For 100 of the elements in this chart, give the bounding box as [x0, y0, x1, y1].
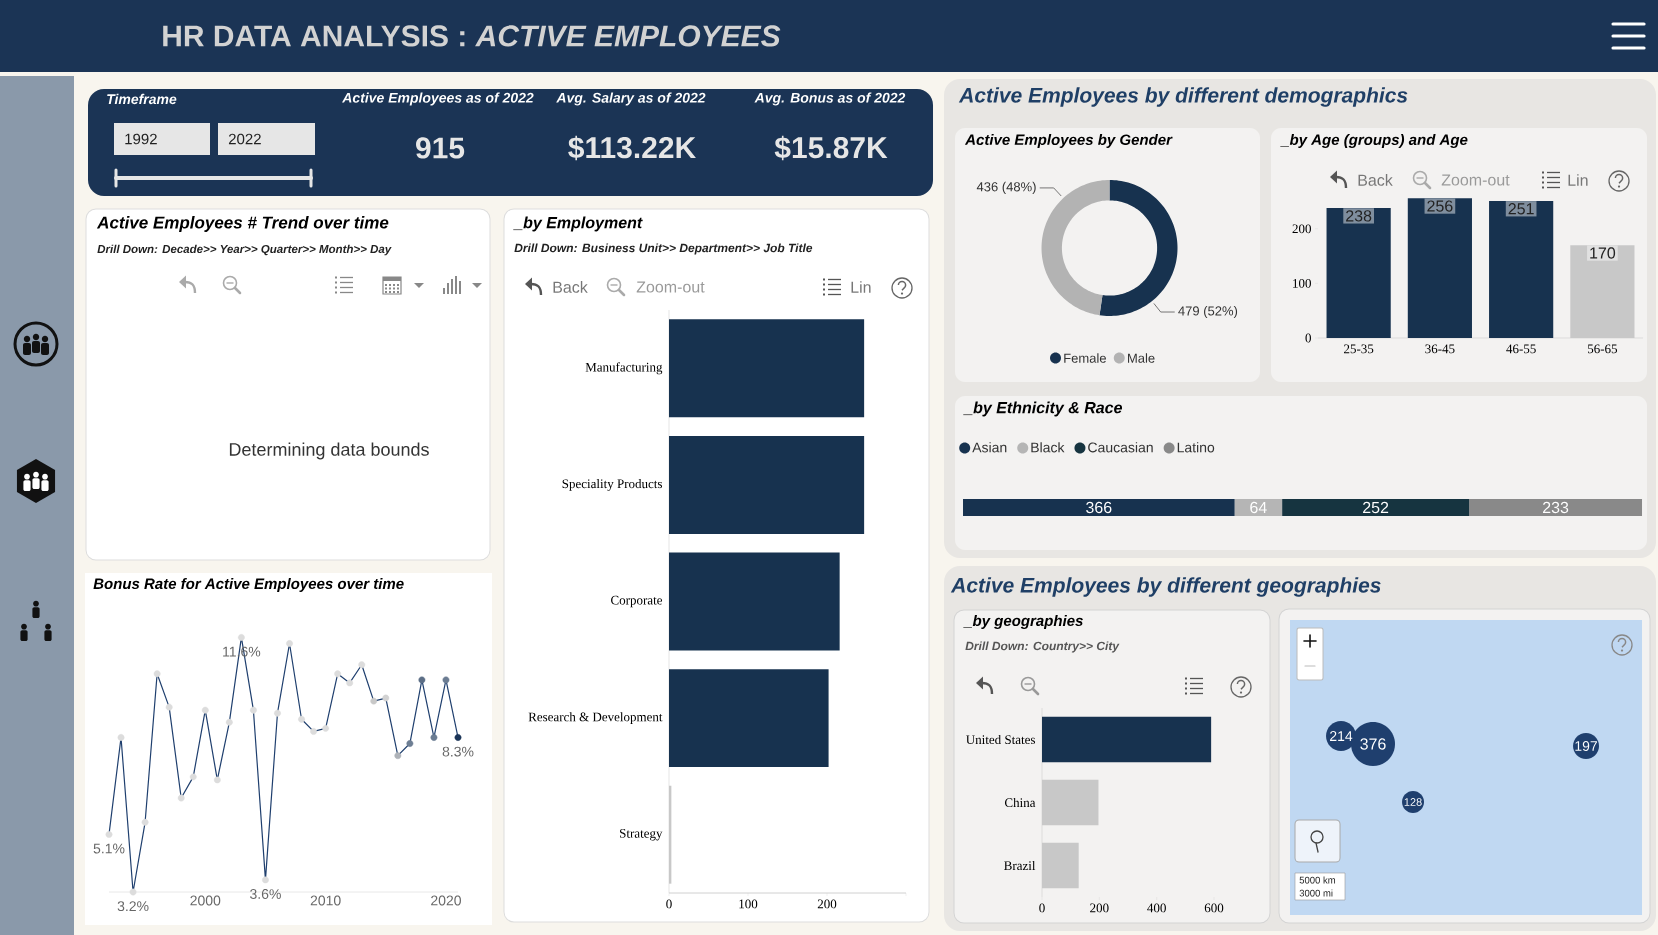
- data-label: 8.3%: [442, 746, 474, 757]
- bar: [1282, 498, 1470, 517]
- data-label: 170: [1590, 247, 1616, 259]
- bar: [1407, 198, 1472, 338]
- chart-title: _by Employment: [513, 216, 643, 232]
- bar: [1469, 498, 1643, 517]
- point: [213, 776, 221, 784]
- bar: [1042, 716, 1212, 763]
- data-label: 64: [1250, 501, 1267, 514]
- text: Active Employees # Trend over time: [96, 216, 389, 232]
- y-tick-label: 0: [1305, 333, 1311, 343]
- legend-label: Caucasian: [1088, 442, 1153, 453]
- point: [382, 694, 390, 702]
- text: Avg. Salary as of 2022: [556, 92, 706, 106]
- legend-label: Latino: [1177, 442, 1215, 453]
- point: [442, 676, 450, 684]
- point: [310, 727, 317, 735]
- text: Avg. Bonus as of 2022: [754, 92, 906, 106]
- x-tick-label: 36-45: [1425, 344, 1455, 354]
- point: [201, 706, 209, 714]
- x-tick-label: 56-65: [1587, 344, 1618, 354]
- point: [418, 676, 426, 684]
- y-tick-label: Corporate: [611, 595, 663, 608]
- y-tick-label: China: [1004, 797, 1036, 808]
- point: [322, 724, 330, 732]
- point: [430, 734, 438, 741]
- point: [334, 670, 342, 678]
- text: 197: [1575, 741, 1597, 751]
- y-tick-label: 100: [1293, 279, 1311, 288]
- bar: [1042, 842, 1079, 889]
- bar: [1234, 498, 1283, 517]
- bar: [1489, 200, 1554, 338]
- text: Active Employees by different demographics: [958, 87, 1408, 107]
- data-label: 3.6%: [250, 889, 281, 899]
- text: 2022: [228, 133, 261, 145]
- text: 5000 km: [1299, 876, 1336, 884]
- chart-title: _by Ethnicity & Race: [963, 401, 1123, 417]
- point: [105, 831, 113, 838]
- x-tick-label: 400: [1147, 903, 1166, 913]
- text: 128: [1404, 798, 1422, 806]
- data-label: 238: [1346, 210, 1372, 222]
- chart-subtitle: Drill Down: Country>> City: [965, 641, 1120, 653]
- x-tick-label: 200: [1090, 903, 1109, 913]
- text: 214: [1330, 731, 1353, 741]
- text: Zoom-out: [1441, 174, 1510, 186]
- point: [237, 634, 245, 641]
- text: Drill Down: Decade>> Year>> Quarter>> Month>> Day: [97, 244, 392, 256]
- point: [406, 740, 414, 747]
- text: Active Employees by different geographies: [950, 577, 1381, 597]
- x-tick-label: 25-35: [1344, 344, 1374, 354]
- legend-label: Female: [1064, 353, 1106, 363]
- legend-label: Asian: [972, 442, 1007, 453]
- legend-label: Black: [1031, 442, 1065, 453]
- text: Zoom-out: [636, 281, 705, 293]
- point: [286, 640, 293, 647]
- data-label: 256: [1427, 200, 1453, 212]
- text: 3000 mi: [1299, 889, 1333, 897]
- point: [454, 734, 462, 741]
- point: [177, 794, 185, 802]
- text: Active Employees as of 2022: [342, 92, 534, 106]
- text: Determining data bounds: [229, 442, 429, 460]
- text: Back: [553, 281, 588, 293]
- chart-title: _by geographies: [963, 615, 1083, 629]
- x-tick-label: 100: [739, 899, 758, 909]
- bar: [963, 498, 1235, 517]
- point: [141, 818, 149, 826]
- point: [274, 709, 281, 717]
- point: [129, 888, 137, 896]
- bar: [669, 669, 829, 768]
- bar: [1042, 779, 1099, 826]
- point: [370, 697, 378, 705]
- point: [117, 734, 125, 741]
- data-label: 3.2%: [117, 901, 149, 912]
- y-tick-label: Speciality Products: [562, 479, 663, 491]
- point: [225, 718, 233, 726]
- text: 1992: [125, 133, 157, 145]
- text: 915: [416, 137, 465, 159]
- point: [394, 752, 402, 760]
- y-tick-label: Strategy: [620, 829, 663, 841]
- bar: [1570, 245, 1635, 338]
- text: $113.22K: [568, 135, 696, 161]
- x-tick-label: 600: [1204, 903, 1224, 913]
- y-tick-label: Brazil: [1004, 860, 1036, 871]
- point: [358, 661, 366, 669]
- point: [262, 876, 269, 884]
- text: $15.87K: [774, 135, 888, 161]
- bar: [669, 435, 865, 534]
- bar: [1326, 208, 1391, 338]
- chart-title: Bonus Rate for Active Employees over time: [93, 578, 404, 592]
- data-label: 366: [1086, 501, 1112, 514]
- chart-title: Active Employees by Gender: [964, 134, 1173, 148]
- x-tick-label: 46-55: [1506, 344, 1536, 354]
- x-tick-label: 2010: [310, 895, 341, 906]
- y-tick-label: 200: [1292, 224, 1311, 234]
- chart-subtitle: Drill Down: Business Unit>> Department>> Job Title: [514, 243, 813, 255]
- point: [165, 703, 173, 711]
- bar: [669, 319, 865, 418]
- text: Timeframe: [107, 93, 177, 105]
- point: [298, 715, 305, 723]
- x-tick-label: 2000: [190, 895, 221, 906]
